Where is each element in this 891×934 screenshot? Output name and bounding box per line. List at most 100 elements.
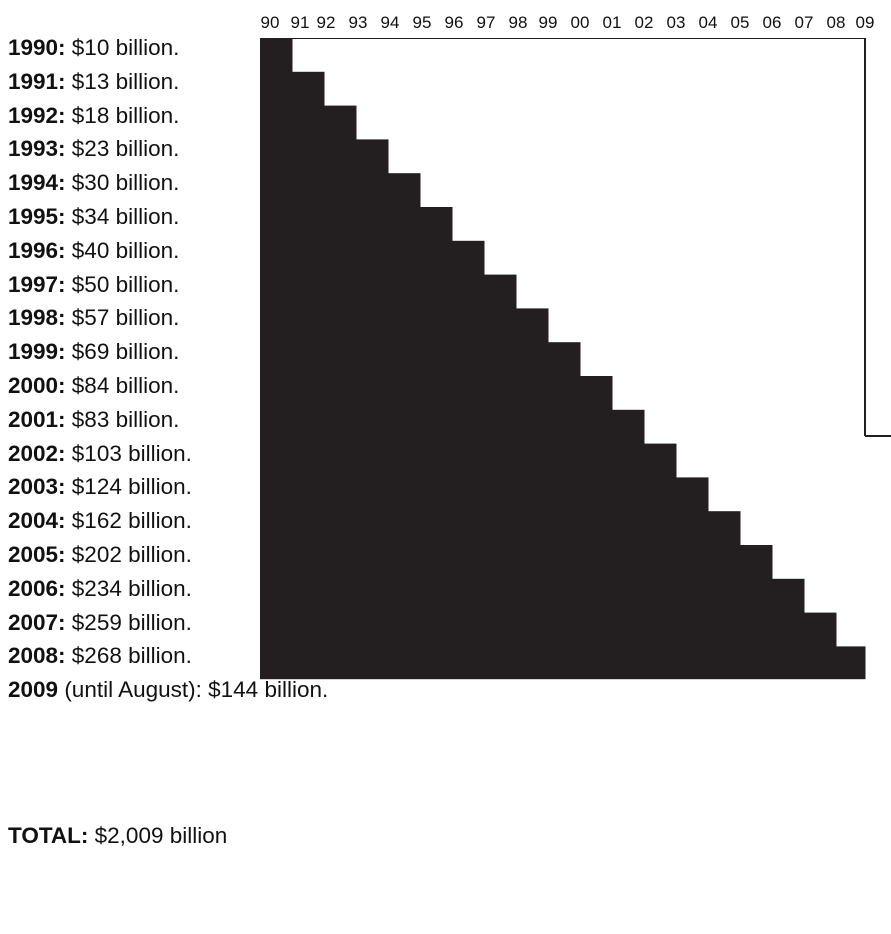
x-tick-label: 90 <box>261 13 280 32</box>
year-bar-1993 <box>356 139 389 680</box>
staircase-area <box>260 38 891 680</box>
x-tick-label: 09 <box>856 13 875 32</box>
x-tick-label: 07 <box>795 13 814 32</box>
staircase-top-edge <box>292 38 865 39</box>
year-row-label: 1995: <box>8 204 66 229</box>
year-row-value: $234 billion. <box>65 575 192 601</box>
year-row-1996: 1996: $40 billion. <box>8 236 179 266</box>
year-row-value: $23 billion. <box>65 136 180 162</box>
x-tick-label: 93 <box>349 13 368 32</box>
year-row-value: $69 billion. <box>65 339 180 365</box>
year-row-label: 2002: <box>8 440 66 466</box>
year-row-label: 1992: <box>8 102 66 128</box>
year-row-label: 1994: <box>8 170 66 196</box>
year-bar-2007 <box>804 612 837 680</box>
year-row-label: 1991: <box>8 68 66 94</box>
year-row-value: $40 billion. <box>65 237 180 263</box>
year-row-2007: 2007: $259 billion. <box>8 608 192 638</box>
x-tick-label: 03 <box>667 13 686 32</box>
year-row-2002: 2002: $103 billion. <box>8 439 192 469</box>
year-bar-2005 <box>740 545 773 680</box>
x-tick-label: 92 <box>317 13 336 32</box>
year-row-label: 2003: <box>8 474 66 500</box>
year-row-label: 2008: <box>8 643 66 669</box>
year-bar-2000 <box>580 376 613 680</box>
year-row-label: 1998: <box>8 305 66 331</box>
year-row-2008: 2008: $268 billion. <box>8 641 192 671</box>
year-bar-1996 <box>452 240 485 680</box>
x-tick-label: 01 <box>603 13 622 32</box>
year-row-label: 2005: <box>8 542 66 567</box>
year-bar-2006 <box>772 578 805 680</box>
year-row-value: $34 billion. <box>65 204 180 229</box>
year-row-1991: 1991: $13 billion. <box>8 67 179 97</box>
x-tick-label: 94 <box>381 13 400 32</box>
year-row-label: 1997: <box>8 271 66 297</box>
x-tick-label: 05 <box>731 13 750 32</box>
x-tick-label: 96 <box>445 13 464 32</box>
year-bar-1991 <box>292 71 325 680</box>
year-row-1995: 1995: $34 billion. <box>8 202 179 232</box>
year-row-2004: 2004: $162 billion. <box>8 506 192 536</box>
year-bar-2001 <box>612 409 645 680</box>
year-row-1997: 1997: $50 billion. <box>8 270 179 300</box>
year-row-label: 1999: <box>8 339 66 365</box>
year-row-1998: 1998: $57 billion. <box>8 303 179 333</box>
year-bar-1999 <box>548 342 581 680</box>
year-row-label: 2001: <box>8 406 66 432</box>
year-bar-1994 <box>388 173 421 680</box>
year-row-value: $50 billion. <box>65 271 180 297</box>
year-row-value: $30 billion. <box>65 170 180 196</box>
x-tick-label: 08 <box>827 13 846 32</box>
year-row-value: $202 billion. <box>65 542 192 567</box>
x-axis-ticks: 90 91 92 93 94 95 96 97 98 99 00 01 02 03 04 05 06 07 08 09 <box>261 13 875 32</box>
year-row-value: $57 billion. <box>65 305 180 331</box>
x-tick-label: 06 <box>763 13 782 32</box>
year-bar-1995 <box>420 207 453 680</box>
year-row-label: 2009 <box>8 677 59 703</box>
x-tick-label: 99 <box>539 13 558 32</box>
x-tick-label: 04 <box>699 13 718 32</box>
x-tick-label: 02 <box>635 13 654 32</box>
total-line: TOTAL: $2,009 billion <box>8 821 227 851</box>
x-tick-label: 97 <box>477 13 496 32</box>
year-row-2003: 2003: $124 billion. <box>8 472 192 502</box>
x-tick-label: 95 <box>413 13 432 32</box>
year-row-1992: 1992: $18 billion. <box>8 101 179 131</box>
year-bar-1992 <box>324 105 357 680</box>
year-row-1990: 1990: $10 billion. <box>8 33 179 63</box>
total-label: TOTAL: <box>8 823 89 848</box>
year-row-value: $268 billion. <box>65 643 192 669</box>
year-row-1994: 1994: $30 billion. <box>8 168 179 198</box>
year-bar-2003 <box>676 477 709 680</box>
year-bar-1998 <box>516 308 549 680</box>
year-row-label: 2004: <box>8 508 66 534</box>
year-bar-2004 <box>708 511 741 680</box>
x-tick-label: 91 <box>291 13 310 32</box>
year-row-label: 1996: <box>8 237 66 263</box>
year-row-2005: 2005: $202 billion. <box>8 540 192 570</box>
year-row-2000: 2000: $84 billion. <box>8 371 179 401</box>
year-row-1999: 1999: $69 billion. <box>8 337 179 367</box>
year-row-label: 1993: <box>8 136 66 162</box>
year-row-value: $259 billion. <box>65 609 192 635</box>
year-row-label: 2006: <box>8 575 66 601</box>
year-row-label: 2007: <box>8 609 66 635</box>
year-row-2009: 2009 (until August): $144 billion. <box>8 675 328 705</box>
year-row-value: $13 billion. <box>65 68 180 94</box>
year-bar-1997 <box>484 274 517 680</box>
x-tick-label: 98 <box>509 13 528 32</box>
year-row-label: 1990: <box>8 35 66 60</box>
year-row-label: 2000: <box>8 373 66 398</box>
year-row-2006: 2006: $234 billion. <box>8 574 192 604</box>
year-bar-2008 <box>836 646 866 680</box>
year-row-value: $84 billion. <box>65 373 180 398</box>
year-row-value: $18 billion. <box>65 102 180 128</box>
year-row-1993: 1993: $23 billion. <box>8 134 179 164</box>
year-bar-2002 <box>644 443 677 680</box>
year-bar-1990 <box>260 38 293 680</box>
total-value: $2,009 billion <box>88 823 228 848</box>
year-row-value: (until August): $144 billion. <box>58 677 329 703</box>
year-row-2001: 2001: $83 billion. <box>8 405 179 435</box>
